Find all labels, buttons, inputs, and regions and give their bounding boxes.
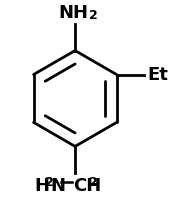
Text: NH: NH xyxy=(58,4,88,22)
Text: H: H xyxy=(35,177,50,195)
Text: 2: 2 xyxy=(89,175,98,188)
Text: CH: CH xyxy=(73,177,102,195)
Text: N: N xyxy=(50,177,65,195)
Text: Et: Et xyxy=(147,65,168,83)
Text: 2: 2 xyxy=(45,175,53,188)
Text: 2: 2 xyxy=(89,9,98,22)
